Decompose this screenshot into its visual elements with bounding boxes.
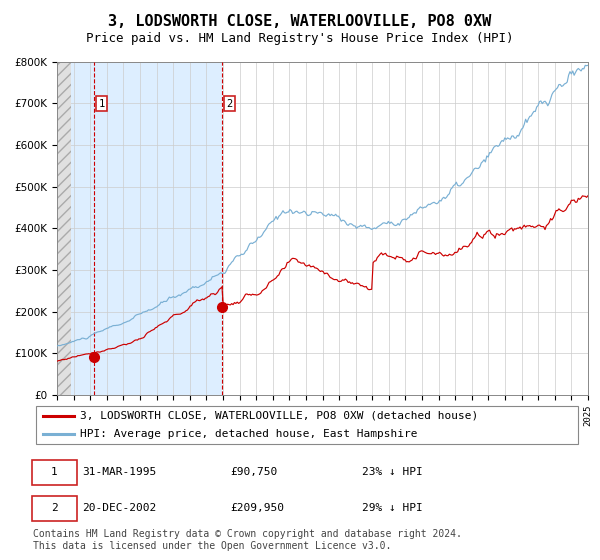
Text: HPI: Average price, detached house, East Hampshire: HPI: Average price, detached house, East… bbox=[80, 430, 417, 439]
Text: Contains HM Land Registry data © Crown copyright and database right 2024.
This d: Contains HM Land Registry data © Crown c… bbox=[33, 529, 462, 551]
Text: 29% ↓ HPI: 29% ↓ HPI bbox=[362, 503, 423, 513]
Text: £90,750: £90,750 bbox=[230, 467, 278, 477]
FancyBboxPatch shape bbox=[32, 496, 77, 521]
Text: Price paid vs. HM Land Registry's House Price Index (HPI): Price paid vs. HM Land Registry's House … bbox=[86, 32, 514, 45]
Text: 20-DEC-2002: 20-DEC-2002 bbox=[82, 503, 157, 513]
Text: 1: 1 bbox=[51, 467, 58, 477]
Text: 2: 2 bbox=[227, 99, 233, 109]
Text: 3, LODSWORTH CLOSE, WATERLOOVILLE, PO8 0XW: 3, LODSWORTH CLOSE, WATERLOOVILLE, PO8 0… bbox=[109, 14, 491, 29]
FancyBboxPatch shape bbox=[36, 407, 578, 444]
Bar bbox=[57, 62, 223, 395]
Text: 2: 2 bbox=[51, 503, 58, 513]
Text: 31-MAR-1995: 31-MAR-1995 bbox=[82, 467, 157, 477]
Text: 3, LODSWORTH CLOSE, WATERLOOVILLE, PO8 0XW (detached house): 3, LODSWORTH CLOSE, WATERLOOVILLE, PO8 0… bbox=[80, 411, 478, 421]
Bar bbox=[57, 62, 71, 395]
Text: 1: 1 bbox=[98, 99, 105, 109]
Text: 23% ↓ HPI: 23% ↓ HPI bbox=[362, 467, 423, 477]
Text: £209,950: £209,950 bbox=[230, 503, 284, 513]
FancyBboxPatch shape bbox=[32, 460, 77, 485]
